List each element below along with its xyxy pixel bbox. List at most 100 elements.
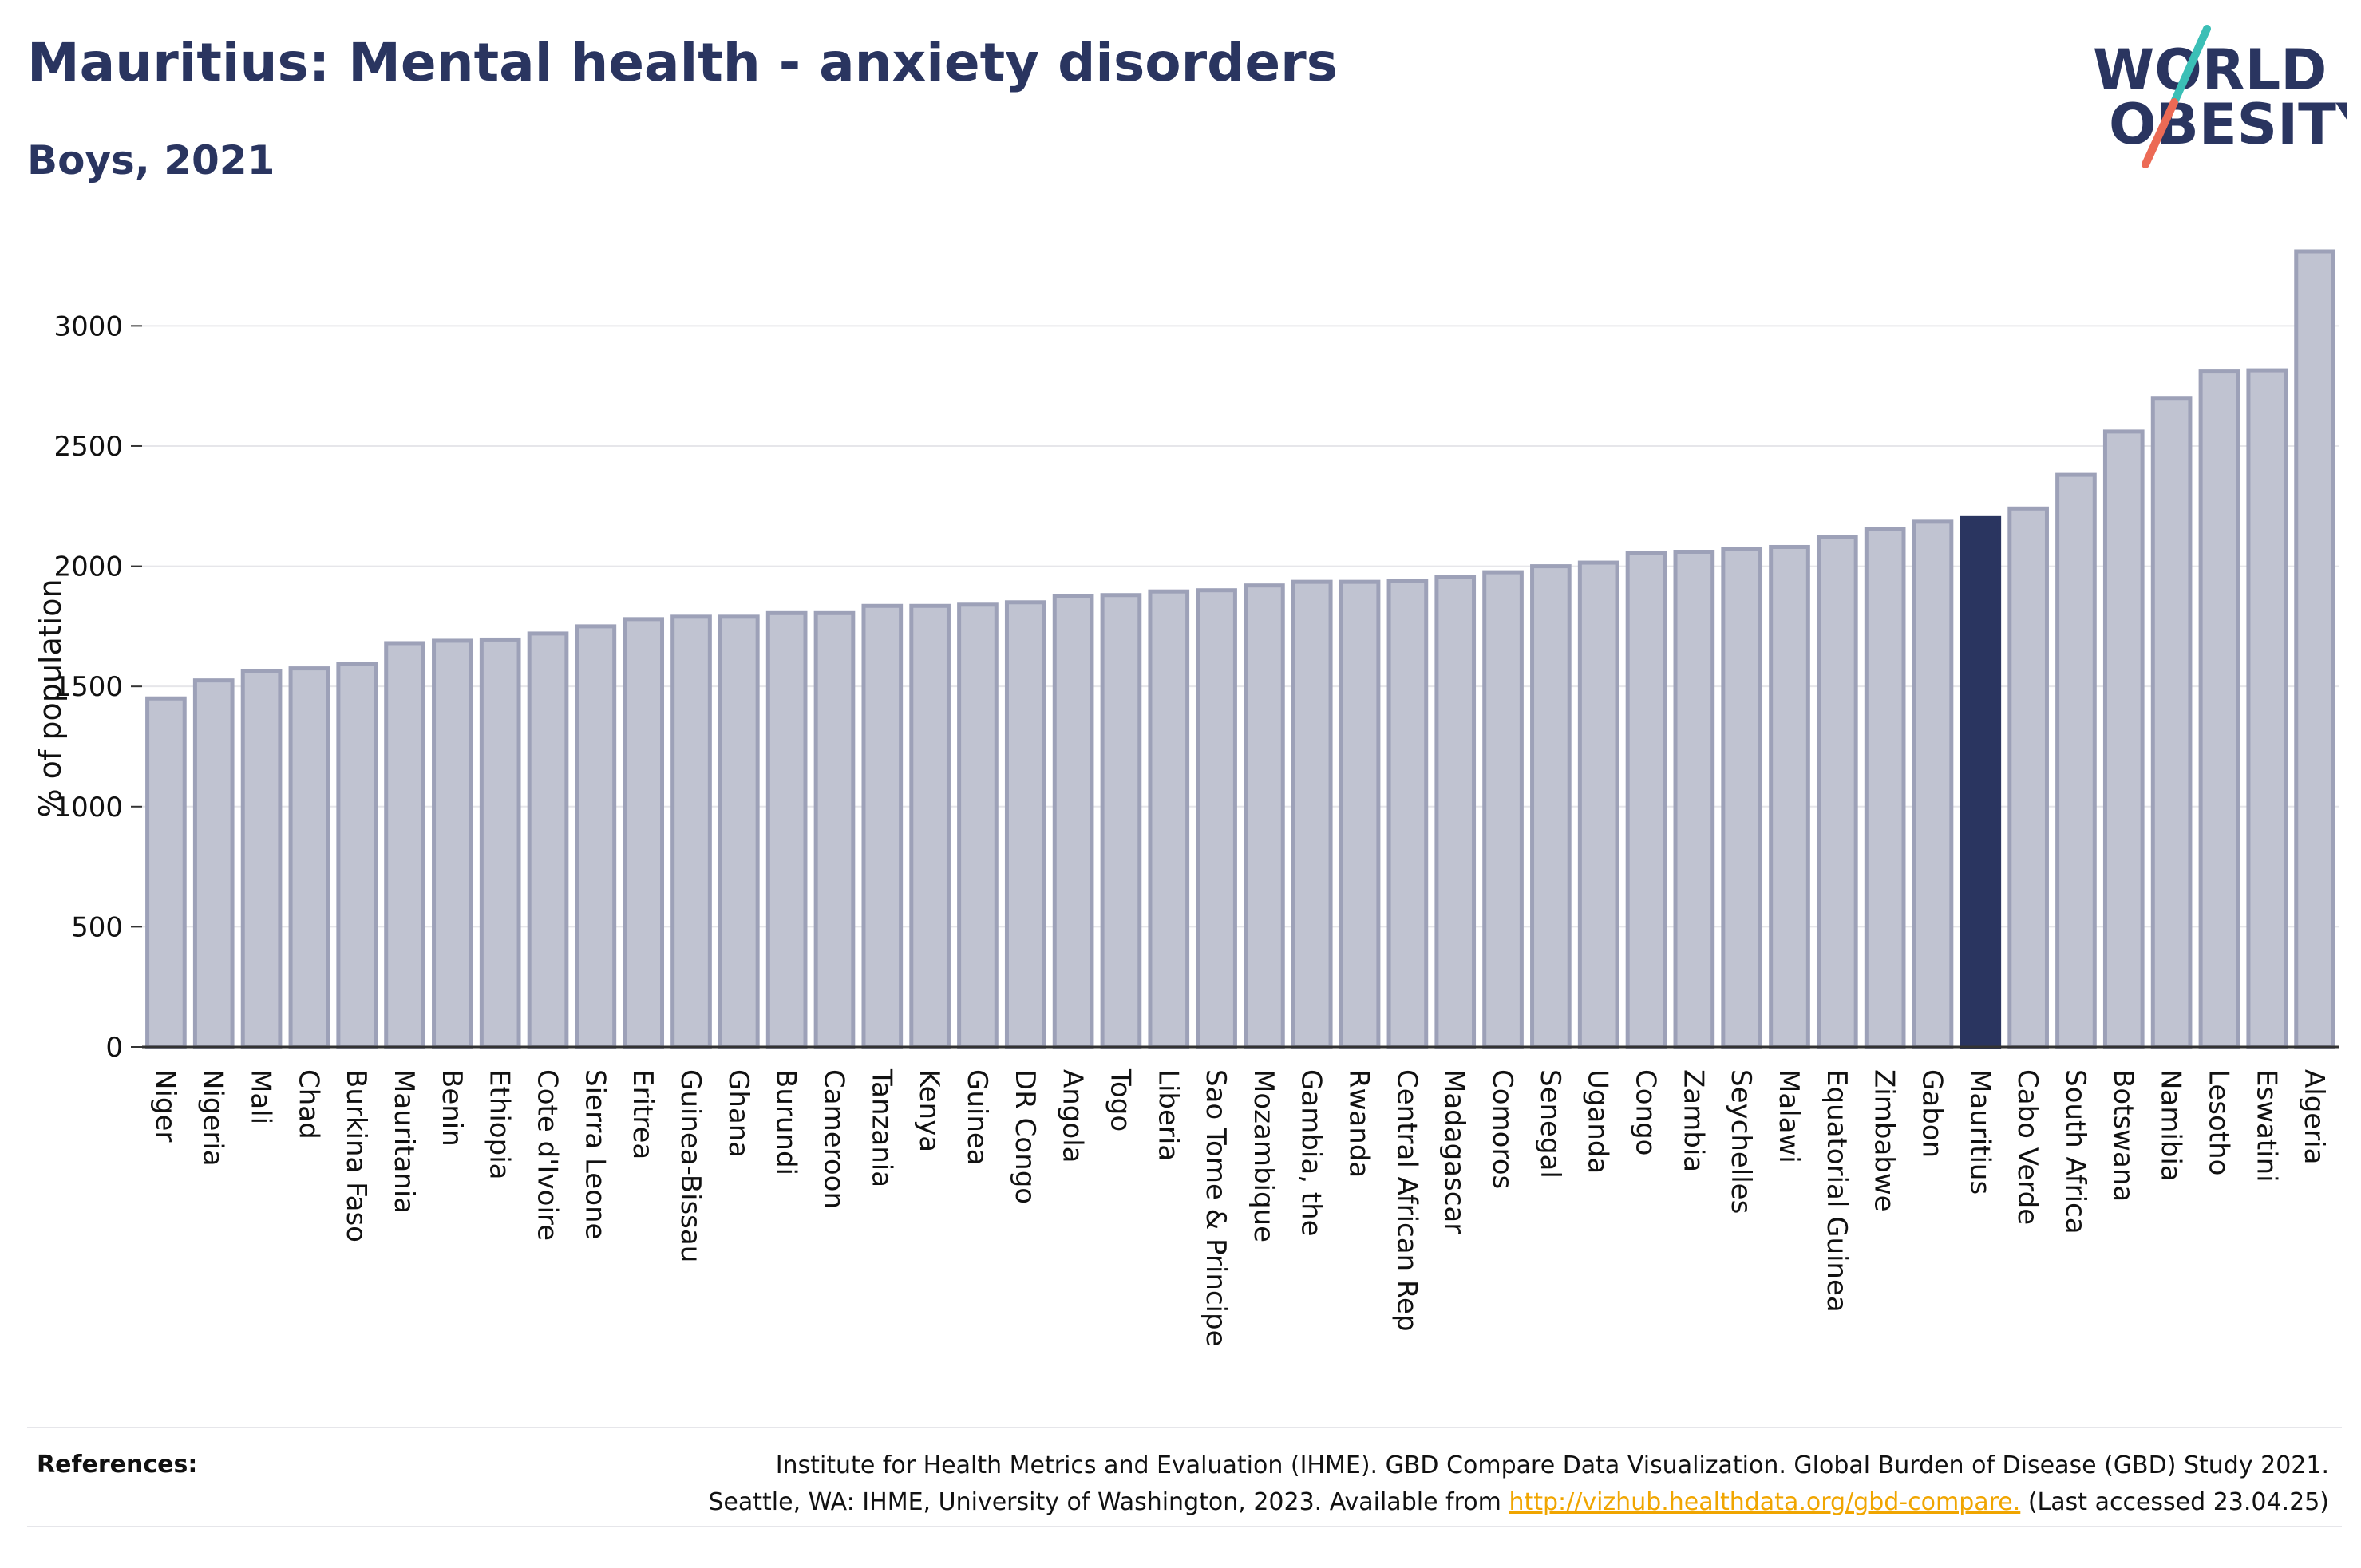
x-tick-label: Mozambique <box>1248 1069 1279 1242</box>
x-tick-label: Kenya <box>913 1069 945 1152</box>
y-tick-label: 1000 <box>53 792 123 823</box>
bar-cabo-verde <box>2007 506 2049 1049</box>
x-tick-label: Senegal <box>1534 1069 1566 1179</box>
reference-line-2: Seattle, WA: IHME, University of Washing… <box>493 1484 2329 1521</box>
x-tick-label: Nigeria <box>197 1069 229 1167</box>
x-tick-label: Benin <box>436 1069 468 1147</box>
bar-chad <box>288 666 330 1049</box>
bar-mali <box>240 669 283 1049</box>
bar-liberia <box>1148 589 1190 1049</box>
chart-subtitle: Boys, 2021 <box>27 137 275 184</box>
x-tick-label: Cote d'Ivoire <box>532 1069 564 1241</box>
bar-mauritius <box>1960 515 2002 1049</box>
bar-gabon <box>1912 519 1954 1049</box>
bar-uganda <box>1577 560 1619 1049</box>
chart-title: Mauritius: Mental health - anxiety disor… <box>27 32 1339 93</box>
x-tick-label: Sao Tome & Principe <box>1200 1069 1232 1347</box>
bar-sierra-leone <box>575 624 617 1049</box>
reference-line-2-suffix: (Last accessed 23.04.25) <box>2027 1488 2329 1516</box>
bar-togo <box>1100 593 1142 1049</box>
x-tick-label: Gambia, the <box>1295 1069 1327 1237</box>
bar-benin <box>432 638 473 1049</box>
x-tick-label: Ethiopia <box>484 1069 516 1179</box>
bar-zimbabwe <box>1864 527 1906 1049</box>
bar-algeria <box>2294 249 2335 1049</box>
x-tick-label: Mauritania <box>388 1069 420 1214</box>
x-tick-label: Mali <box>245 1069 277 1124</box>
bar-guinea <box>957 602 999 1049</box>
bar-cote-d-ivoire <box>527 631 569 1049</box>
x-tick-label: Eswatini <box>2250 1069 2282 1183</box>
x-tick-label: Central African Rep <box>1390 1069 1422 1332</box>
x-tick-label: Comoros <box>1486 1069 1518 1189</box>
logo-word-world: WORLD <box>2093 38 2327 103</box>
bar-eritrea <box>623 617 665 1049</box>
bar-botswana <box>2102 429 2145 1049</box>
x-tick-label: Angola <box>1057 1069 1089 1163</box>
logo-word-obesity: OBESITY <box>2109 92 2347 157</box>
bar-burundi <box>765 610 808 1049</box>
bars <box>145 249 2335 1049</box>
bar-niger <box>145 696 187 1049</box>
bar-mauritania <box>384 641 425 1049</box>
footer-divider-bottom <box>27 1526 2342 1527</box>
x-tick-label: DR Congo <box>1009 1069 1041 1204</box>
y-tick-label: 2000 <box>53 551 123 583</box>
x-axis-labels: Niger Nigeria Mali Chad Burkina Faso Mauritan… <box>149 1068 2330 1347</box>
x-tick-label: Madagascar <box>1438 1069 1470 1234</box>
x-tick-label: Burundi <box>770 1069 802 1175</box>
x-tick-label: Eritrea <box>627 1069 658 1159</box>
x-tick-label: Burkina Faso <box>340 1069 372 1242</box>
reference-link[interactable]: http://vizhub.healthdata.org/gbd-compare… <box>1509 1488 2021 1516</box>
bar-rwanda <box>1339 579 1381 1049</box>
bar-namibia <box>2150 396 2193 1049</box>
x-tick-label: Zambia <box>1677 1069 1709 1172</box>
bar-burkina-faso <box>336 662 378 1049</box>
x-tick-label: Liberia <box>1152 1069 1184 1161</box>
bar-senegal <box>1530 564 1572 1049</box>
bar-tanzania <box>861 603 904 1049</box>
x-tick-label: Tanzania <box>865 1068 897 1187</box>
y-tick-label: 2500 <box>53 431 123 463</box>
y-tick-label: 500 <box>71 911 123 943</box>
bar-lesotho <box>2198 369 2240 1049</box>
bar-ghana <box>718 614 760 1049</box>
bar-congo <box>1625 551 1667 1049</box>
x-tick-label: Cameroon <box>817 1069 849 1209</box>
x-tick-label: Ghana <box>722 1069 754 1158</box>
x-tick-label: Rwanda <box>1343 1069 1375 1178</box>
bar-cameroon <box>813 610 856 1049</box>
bar-equatorial-guinea <box>1816 535 1858 1049</box>
bar-malawi <box>1769 544 1810 1049</box>
x-tick-label: Chad <box>292 1069 324 1139</box>
bar-sao-tome-principe <box>1196 588 1237 1049</box>
bar-eswatini <box>2246 368 2288 1049</box>
bar-ethiopia <box>479 637 521 1049</box>
x-tick-label: Sierra Leone <box>579 1069 611 1239</box>
references-text: Institute for Health Metrics and Evaluat… <box>493 1448 2329 1521</box>
x-tick-label: Togo <box>1104 1068 1136 1132</box>
x-tick-label: Seychelles <box>1725 1069 1757 1214</box>
y-axis-ticks: 0 500 1000 1500 2000 2500 3000 <box>53 310 142 1064</box>
x-tick-label: Lesotho <box>2202 1069 2234 1175</box>
bar-madagascar <box>1434 575 1477 1049</box>
bar-dr-congo <box>1004 600 1046 1049</box>
bar-chart: 0 500 1000 1500 2000 2500 3000 Niger Nigeria Mal… <box>33 249 2339 1347</box>
world-obesity-logo: WORLD OBESITY <box>2093 25 2347 168</box>
bar-mozambique <box>1244 583 1285 1049</box>
logo-slash-teal <box>2170 25 2211 106</box>
x-tick-label: Malawi <box>1773 1069 1805 1163</box>
y-tick-label: 1500 <box>53 671 123 703</box>
x-tick-label: Niger <box>149 1069 181 1142</box>
bar-gambia-the <box>1291 579 1333 1049</box>
x-tick-label: Algeria <box>2298 1069 2330 1164</box>
x-tick-label: South Africa <box>2059 1069 2091 1234</box>
x-tick-label: Zimbabwe <box>1869 1069 1900 1212</box>
x-tick-label: Uganda <box>1582 1069 1614 1174</box>
reference-line-2-prefix: Seattle, WA: IHME, University of Washing… <box>708 1488 1501 1516</box>
logo-slash-coral <box>2142 98 2178 168</box>
x-tick-label: Congo <box>1630 1069 1662 1155</box>
reference-line-1: Institute for Health Metrics and Evaluat… <box>775 1451 2329 1479</box>
footer-divider-top <box>27 1427 2342 1428</box>
x-tick-label: Botswana <box>2107 1069 2139 1202</box>
